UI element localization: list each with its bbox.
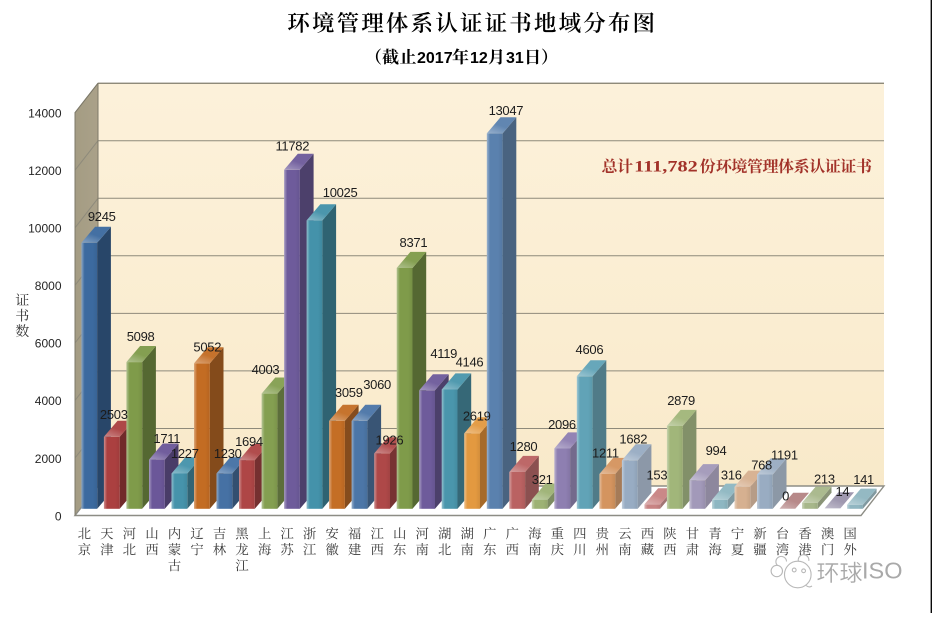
svg-text:3059: 3059 [335,385,363,400]
svg-text:1694: 1694 [235,434,263,449]
svg-text:994: 994 [706,443,727,458]
svg-text:0: 0 [782,489,789,504]
svg-text:316: 316 [721,468,742,483]
svg-text:4000: 4000 [35,394,62,408]
svg-text:111,782: 111,782 [634,159,698,176]
svg-text:31: 31 [506,50,524,67]
svg-text:1280: 1280 [510,439,538,454]
svg-text:2503: 2503 [100,407,128,422]
svg-text:141: 141 [853,472,874,487]
svg-text:2879: 2879 [667,393,695,408]
svg-text:10025: 10025 [323,185,358,200]
svg-text:14000: 14000 [28,107,62,121]
svg-text:10000: 10000 [28,222,62,236]
svg-text:0: 0 [55,509,62,523]
svg-text:4606: 4606 [576,342,604,357]
svg-text:2000: 2000 [35,452,62,466]
svg-text:12: 12 [470,50,488,67]
svg-text:2096: 2096 [548,417,576,432]
svg-text:768: 768 [751,458,772,473]
svg-text:5052: 5052 [193,339,221,354]
svg-text:153: 153 [647,468,668,483]
svg-text:11782: 11782 [275,139,309,154]
svg-text:5098: 5098 [127,329,155,344]
svg-text:14: 14 [835,484,849,499]
svg-text:213: 213 [814,471,835,486]
svg-text:13047: 13047 [489,103,524,118]
svg-text:321: 321 [532,472,553,487]
svg-text:4003: 4003 [252,362,280,377]
svg-text:1191: 1191 [771,448,798,463]
svg-text:2017: 2017 [417,50,453,67]
svg-text:1227: 1227 [171,446,199,461]
svg-text:1926: 1926 [376,433,404,448]
svg-text:2619: 2619 [463,408,491,423]
svg-text:1230: 1230 [214,446,242,461]
svg-text:1211: 1211 [592,446,619,461]
svg-text:4146: 4146 [456,355,484,370]
svg-text:12000: 12000 [28,164,62,178]
svg-text:1711: 1711 [153,431,180,446]
svg-text:8000: 8000 [35,279,62,293]
svg-text:8371: 8371 [400,235,428,250]
svg-text:3060: 3060 [363,377,391,392]
svg-text:9245: 9245 [88,209,116,224]
svg-text:4119: 4119 [430,346,457,361]
svg-text:6000: 6000 [35,337,62,351]
svg-text:ISO: ISO [862,558,902,584]
svg-text:1682: 1682 [619,432,647,447]
